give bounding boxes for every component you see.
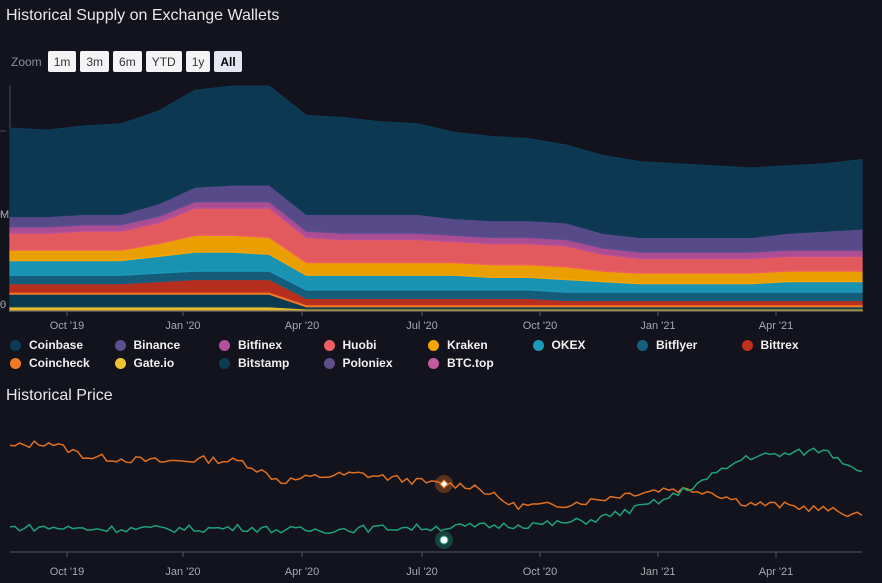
legend-label: OKEX <box>551 338 586 352</box>
price-x-tick-label: Jan '20 <box>165 566 200 578</box>
price-x-tick-label: Apr '20 <box>285 566 320 578</box>
x-tick-label: Oct '19 <box>50 320 85 332</box>
supply-area-chart: M 0 Oct '19 Jan '20 Apr '20 Jul '20 Oct '20 Jan… <box>0 85 863 332</box>
legend-item-binance[interactable]: Binance <box>114 338 220 352</box>
price-series-supply <box>9 440 863 518</box>
legend-label: Kraken <box>447 338 488 352</box>
legend-marker <box>323 339 335 351</box>
legend-marker <box>741 339 753 351</box>
legend-item-huobi[interactable]: Huobi <box>323 338 429 352</box>
zoom-1y-button[interactable]: 1y <box>185 51 211 72</box>
legend-marker <box>219 339 230 351</box>
legend-item-bitflyer[interactable]: Bitflyer <box>637 338 742 352</box>
legend-label: Bitfinex <box>238 338 283 352</box>
legend-item-okex[interactable]: OKEX <box>532 338 638 352</box>
x-tick-label: Apr '20 <box>285 320 320 332</box>
legend-label: BTC.top <box>447 356 494 370</box>
y-tick-label: M <box>0 209 9 221</box>
legend-marker <box>219 357 230 369</box>
legend-marker <box>10 357 21 369</box>
x-tick-label: Oct '20 <box>523 320 558 332</box>
legend-marker <box>428 339 439 351</box>
legend-label: Poloniex <box>342 356 393 370</box>
legend-item-btc-top[interactable]: BTC.top <box>428 356 533 370</box>
x-tick-label: Jul '20 <box>406 320 437 332</box>
price-series-price <box>9 447 863 534</box>
hover-marker-supply <box>439 479 449 489</box>
legend-item-gate-io[interactable]: Gate.io <box>114 356 220 370</box>
area-edge-coinbase <box>9 85 863 170</box>
x-tick-label: Jan '21 <box>640 320 675 332</box>
legend-marker <box>114 357 126 369</box>
legend-item-poloniex[interactable]: Poloniex <box>323 356 429 370</box>
legend-label: Gate.io <box>133 356 175 370</box>
zoom-label: Zoom <box>11 54 42 69</box>
price-x-tick-label: Oct '20 <box>523 566 558 578</box>
zoom-selector: Zoom 1m 3m 6m YTD 1y All <box>11 51 242 72</box>
legend-marker <box>323 357 335 369</box>
exchange-legend: Coinbase Binance Bitfinex Huobi Kraken OKEX Bi… <box>10 338 846 370</box>
price-x-tick-label: Jan '21 <box>640 566 675 578</box>
x-tick-label: Apr '21 <box>759 320 794 332</box>
legend-label: Bitstamp <box>238 356 290 370</box>
price-x-tick-label: Jul '20 <box>406 566 437 578</box>
legend-label: Coincheck <box>29 356 90 370</box>
x-tick-label: Jan '20 <box>165 320 200 332</box>
zoom-1m-button[interactable]: 1m <box>47 51 77 72</box>
legend-marker <box>428 357 439 369</box>
legend-item-bittrex[interactable]: Bittrex <box>741 338 847 352</box>
legend-label: Binance <box>133 338 181 352</box>
legend-label: Bittrex <box>760 338 799 352</box>
legend-label: Coinbase <box>29 338 84 352</box>
zoom-ytd-button[interactable]: YTD <box>145 51 182 72</box>
legend-label: Bitflyer <box>656 338 698 352</box>
zoom-3m-button[interactable]: 3m <box>80 51 110 72</box>
hover-halo-price <box>435 531 453 549</box>
hover-halo-supply <box>435 475 453 493</box>
legend-item-kraken[interactable]: Kraken <box>428 338 533 352</box>
legend-label: Huobi <box>342 338 377 352</box>
hover-marker-price <box>439 535 449 545</box>
legend-item-bitstamp[interactable]: Bitstamp <box>219 356 324 370</box>
price-x-tick-label: Oct '19 <box>50 566 85 578</box>
legend-marker <box>637 339 648 351</box>
zoom-all-button[interactable]: All <box>214 51 242 72</box>
price-chart-title: Historical Price <box>6 387 113 404</box>
zoom-6m-button[interactable]: 6m <box>113 51 142 72</box>
supply-chart-title: Historical Supply on Exchange Wallets <box>6 7 280 24</box>
y-tick-label: 0 <box>0 299 6 311</box>
legend-item-coincheck[interactable]: Coincheck <box>10 356 115 370</box>
legend-item-coinbase[interactable]: Coinbase <box>10 338 115 352</box>
legend-marker <box>10 339 21 351</box>
legend-marker <box>532 339 544 351</box>
price-x-tick-label: Apr '21 <box>759 566 794 578</box>
legend-item-bitfinex[interactable]: Bitfinex <box>219 338 324 352</box>
legend-marker <box>114 339 126 351</box>
